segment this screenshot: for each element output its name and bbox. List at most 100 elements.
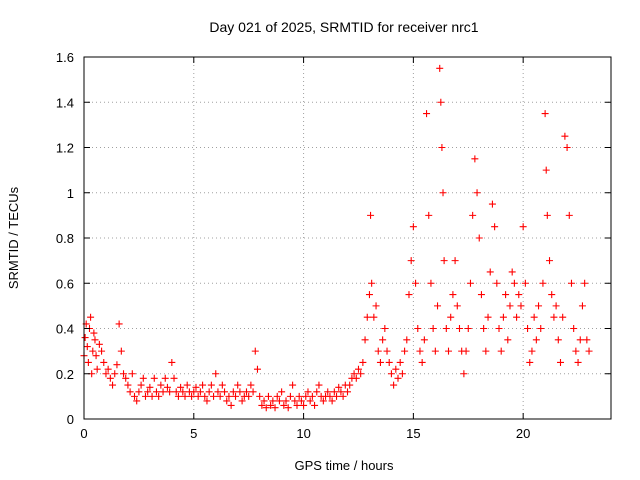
data-point — [214, 388, 222, 396]
data-point — [124, 381, 132, 389]
data-point — [530, 313, 538, 321]
data-point — [339, 392, 347, 400]
data-point — [95, 340, 103, 348]
data-point — [394, 374, 402, 382]
data-point — [447, 313, 455, 321]
data-point — [559, 313, 567, 321]
data-point — [407, 257, 415, 265]
data-point — [401, 347, 409, 355]
data-point — [524, 325, 532, 332]
data-point — [174, 392, 182, 400]
data-point — [311, 401, 319, 409]
data-point — [576, 336, 584, 344]
data-point — [462, 347, 470, 355]
data-point — [304, 388, 312, 396]
data-point — [361, 336, 369, 344]
data-point — [535, 302, 543, 310]
data-point — [383, 347, 391, 355]
data-point — [528, 347, 536, 355]
data-point — [337, 388, 345, 396]
data-point — [315, 381, 323, 389]
data-point — [172, 388, 180, 396]
data-point — [521, 279, 529, 287]
data-point — [216, 392, 224, 400]
y-tick-label: 1.4 — [56, 95, 74, 110]
data-point — [464, 325, 472, 332]
plot-frame — [83, 56, 612, 420]
data-point — [381, 325, 389, 332]
data-point — [210, 392, 218, 400]
data-point — [515, 291, 523, 299]
data-point — [275, 397, 283, 405]
data-point — [504, 336, 512, 344]
data-point — [150, 374, 158, 382]
data-point — [280, 401, 288, 409]
data-point — [379, 336, 387, 344]
data-point — [344, 388, 351, 396]
data-point — [245, 392, 253, 400]
data-point — [302, 392, 310, 400]
data-point — [319, 397, 327, 405]
data-point — [405, 291, 413, 299]
data-point — [262, 404, 270, 412]
y-tick-label: 1.2 — [56, 141, 74, 156]
data-point — [212, 370, 220, 378]
data-point — [205, 388, 213, 396]
data-point — [554, 336, 562, 344]
data-point — [264, 392, 272, 400]
data-point — [256, 392, 264, 400]
data-point — [541, 110, 549, 118]
data-point — [434, 302, 442, 310]
data-point — [546, 257, 554, 265]
data-point — [251, 347, 259, 355]
data-point — [92, 352, 100, 360]
y-tick-label: 0.6 — [56, 276, 74, 291]
data-point — [466, 279, 474, 287]
data-point — [104, 365, 112, 373]
data-point — [495, 325, 503, 332]
data-point — [499, 313, 507, 321]
data-point — [163, 383, 171, 391]
data-point — [497, 347, 505, 355]
data-point — [152, 388, 160, 396]
data-point — [409, 223, 417, 231]
x-tick-label: 0 — [80, 426, 87, 441]
data-point — [247, 381, 255, 389]
data-point — [87, 313, 95, 321]
data-point — [387, 370, 395, 378]
data-point — [146, 383, 154, 391]
data-point — [273, 392, 281, 400]
data-point — [111, 370, 119, 378]
data-point — [326, 392, 334, 400]
data-point — [583, 336, 591, 344]
data-point — [181, 392, 189, 400]
data-point — [203, 397, 211, 405]
data-point — [159, 388, 167, 396]
data-point — [170, 374, 178, 382]
data-point — [418, 358, 426, 366]
data-point — [420, 336, 428, 344]
data-point — [574, 358, 582, 366]
data-point — [227, 401, 235, 409]
data-point — [286, 392, 294, 400]
data-point — [396, 358, 404, 366]
data-point — [196, 388, 204, 396]
data-point — [218, 381, 226, 389]
data-point — [106, 374, 114, 382]
data-point — [486, 268, 494, 276]
data-point — [376, 358, 384, 366]
data-point — [155, 392, 163, 400]
x-tick-label: 15 — [406, 426, 420, 441]
data-point — [242, 388, 250, 396]
data-point — [429, 325, 437, 332]
data-point — [225, 392, 233, 400]
data-point — [253, 365, 261, 373]
data-point — [416, 347, 424, 355]
data-point — [425, 211, 433, 219]
data-point — [350, 370, 358, 378]
data-point — [532, 336, 540, 344]
data-point — [385, 358, 393, 366]
data-point — [328, 397, 336, 405]
